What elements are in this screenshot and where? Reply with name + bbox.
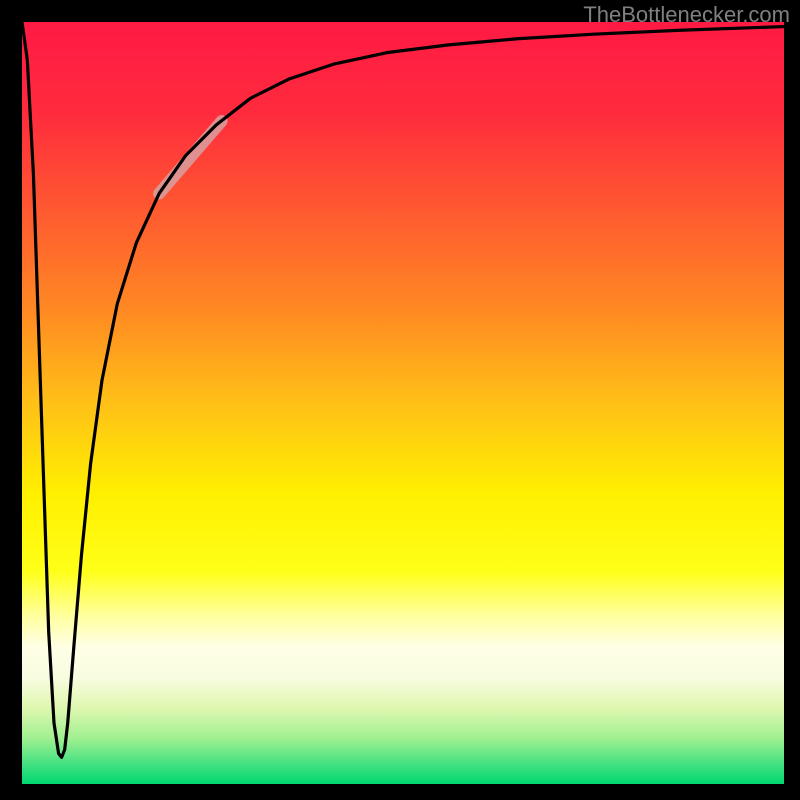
- plot-area: [22, 22, 784, 784]
- chart-container: TheBottlenecker.com: [0, 0, 800, 800]
- main-curve: [22, 22, 784, 757]
- curve-layer: [22, 22, 784, 784]
- watermark-text: TheBottlenecker.com: [583, 2, 790, 28]
